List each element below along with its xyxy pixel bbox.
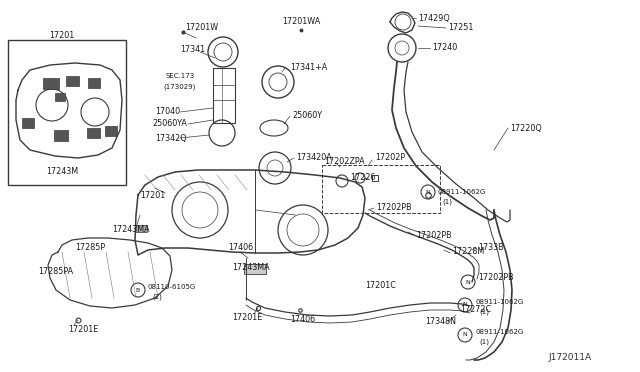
Text: 17201E: 17201E [68,326,99,334]
Bar [55,93,65,101]
Text: 17243MA: 17243MA [232,263,269,273]
Text: 17202ZPA: 17202ZPA [324,157,365,167]
Bar [105,126,117,136]
Text: N: N [466,279,470,285]
Text: 08911-1062G: 08911-1062G [475,299,524,305]
Text: 17220Q: 17220Q [510,124,541,132]
Text: (1): (1) [479,309,489,315]
Bar [135,225,147,232]
Text: 17240: 17240 [432,44,457,52]
Text: 17202PB: 17202PB [416,231,452,240]
Text: 1733B: 1733B [478,244,504,253]
Text: 17341: 17341 [180,45,205,55]
Bar [88,78,100,88]
Text: 17040: 17040 [155,108,180,116]
Text: 17201E: 17201E [232,314,262,323]
Text: 17201WA: 17201WA [282,17,320,26]
Text: 17226: 17226 [350,173,376,183]
Text: 25060YA: 25060YA [152,119,187,128]
Text: 17201: 17201 [140,190,165,199]
Text: 25060Y: 25060Y [292,112,322,121]
Text: 17243MA: 17243MA [112,225,150,234]
Text: (173029): (173029) [163,84,195,90]
Text: 17201: 17201 [49,31,75,39]
Bar [66,76,79,86]
Text: B: B [136,288,140,292]
Text: 08911-1062G: 08911-1062G [475,329,524,335]
Bar [244,264,266,274]
Bar [213,68,235,123]
Text: 17272C: 17272C [460,305,491,314]
Text: N: N [463,302,467,308]
Bar [43,78,59,89]
Text: 08110-6105G: 08110-6105G [148,284,196,290]
Text: 17201C: 17201C [365,280,396,289]
Bar [87,128,100,138]
Text: J172011A: J172011A [548,353,591,362]
Text: 17202PB: 17202PB [478,273,514,282]
Text: 17243M: 17243M [46,167,78,176]
Text: 17285P: 17285P [75,244,105,253]
Text: 173420A: 173420A [296,154,332,163]
Text: 17342Q: 17342Q [155,134,187,142]
Text: N: N [463,333,467,337]
Text: 17285PA: 17285PA [38,267,73,276]
Text: 17406: 17406 [228,244,253,253]
Text: 17251: 17251 [448,23,474,32]
Text: 08911-1062G: 08911-1062G [438,189,486,195]
Text: N: N [426,189,430,195]
Bar [22,118,34,128]
Text: 17228M: 17228M [452,247,484,257]
Text: 17348N: 17348N [425,317,456,327]
Text: (1): (1) [479,339,489,345]
Bar [54,130,68,141]
Text: 17429Q: 17429Q [418,13,450,22]
Bar [322,165,440,213]
Text: (2): (2) [152,294,162,300]
Bar [8,40,126,185]
Text: 17202PB: 17202PB [376,202,412,212]
Text: SEC.173: SEC.173 [165,73,195,79]
Text: (1): (1) [442,199,452,205]
Text: 17406: 17406 [290,315,315,324]
Text: 17201W: 17201W [185,23,218,32]
Text: 17202P: 17202P [375,154,405,163]
Text: 17341+A: 17341+A [290,64,327,73]
